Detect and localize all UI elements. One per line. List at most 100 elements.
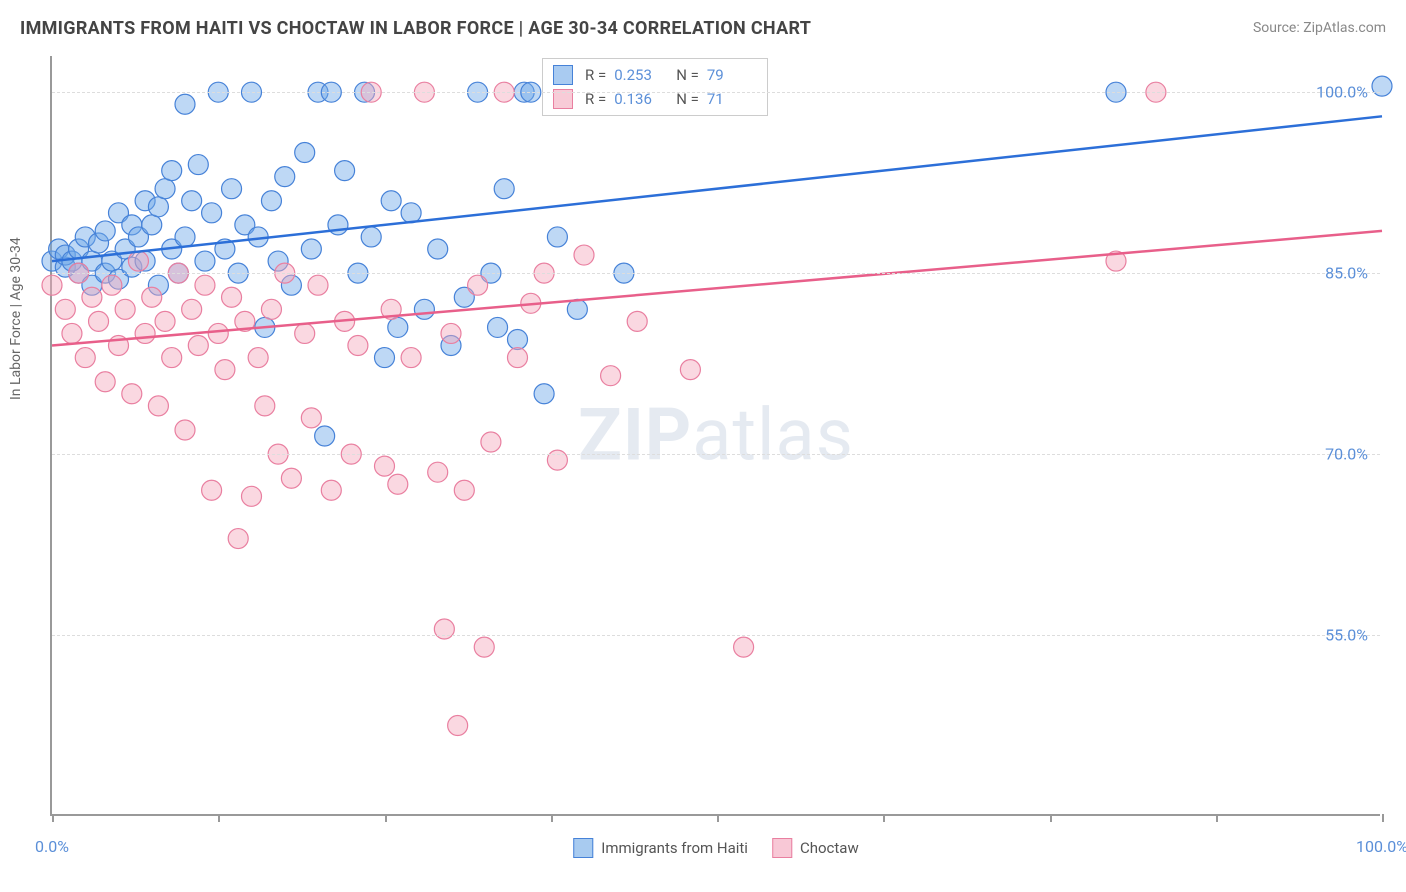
x-tick [551,814,553,822]
gridline-h [52,635,1380,636]
scatter-point [508,348,528,368]
scatter-point [275,167,295,187]
x-tick-label: 100.0% [1356,837,1406,856]
scatter-point [627,311,647,331]
scatter-point [454,480,474,500]
scatter-point [75,348,95,368]
x-tick [385,814,387,822]
x-tick [717,814,719,822]
scatter-point [182,191,202,211]
scatter-point [195,275,215,295]
r-value: 0.253 [614,66,664,84]
scatter-point [62,323,82,343]
scatter-point [222,179,242,199]
scatter-point [534,384,554,404]
scatter-point [488,317,508,337]
scatter-point [42,275,62,295]
scatter-point [102,275,122,295]
scatter-point [55,299,75,319]
scatter-point [242,486,262,506]
plot-area: ZIPatlas R =0.253N =79R =0.136N =71 Immi… [50,56,1380,816]
legend-stat-row: R =0.136N =71 [553,87,757,111]
source-attribution: Source: ZipAtlas.com [1253,20,1386,36]
x-tick [1050,814,1052,822]
legend-series-item: Immigrants from Haiti [573,838,748,858]
scatter-point [175,94,195,114]
scatter-point [162,348,182,368]
scatter-point [128,251,148,271]
scatter-point [414,299,434,319]
legend-swatch [772,838,792,858]
scatter-point [202,480,222,500]
scatter-point [175,227,195,247]
n-value: 79 [707,66,757,84]
legend-swatch [573,838,593,858]
scatter-point [208,323,228,343]
scatter-point [315,426,335,446]
scatter-point [195,251,215,271]
scatter-point [148,197,168,217]
scatter-point [228,529,248,549]
scatter-point [481,432,501,452]
scatter-point [680,360,700,380]
gridline-h [52,454,1380,455]
scatter-point [89,311,109,331]
scatter-point [308,275,328,295]
scatter-point [301,408,321,428]
scatter-point [142,215,162,235]
scatter-point [142,287,162,307]
scatter-point [348,336,368,356]
scatter-point [441,323,461,343]
scatter-point [335,161,355,181]
scatter-point [95,372,115,392]
scatter-point [401,203,421,223]
scatter-point [295,143,315,163]
scatter-point [508,329,528,349]
scatter-point [188,336,208,356]
scatter-point [574,245,594,265]
scatter-point [261,299,281,319]
scatter-point [135,323,155,343]
scatter-point [261,191,281,211]
trend-line [52,116,1382,261]
series-legend: Immigrants from Haiti Choctaw [573,838,859,858]
chart-svg [52,56,1380,814]
scatter-point [281,468,301,488]
scatter-point [375,456,395,476]
legend-swatch [553,65,573,85]
n-label: N = [676,66,699,84]
scatter-point [448,716,468,736]
y-axis-label: In Labor Force | Age 30-34 [8,237,24,400]
scatter-point [547,227,567,247]
scatter-point [115,299,135,319]
x-tick-label: 0.0% [35,837,69,856]
scatter-point [82,287,102,307]
r-label: R = [585,66,606,84]
scatter-point [255,396,275,416]
scatter-point [148,396,168,416]
gridline-h [52,273,1380,274]
scatter-point [428,462,448,482]
scatter-point [468,275,488,295]
legend-series-label: Immigrants from Haiti [601,839,748,857]
x-tick [218,814,220,822]
scatter-point [182,299,202,319]
scatter-point [122,384,142,404]
scatter-point [222,287,242,307]
chart-title: IMMIGRANTS FROM HAITI VS CHOCTAW IN LABO… [20,18,811,39]
scatter-point [301,239,321,259]
x-tick [1382,814,1384,822]
legend-series-label: Choctaw [800,839,859,857]
scatter-point [375,348,395,368]
scatter-point [388,474,408,494]
x-tick [1216,814,1218,822]
scatter-point [321,480,341,500]
x-tick [52,814,54,822]
y-tick-label: 85.0% [1325,264,1368,283]
trend-line [52,231,1382,346]
gridline-h [52,92,1380,93]
scatter-point [494,179,514,199]
scatter-point [401,348,421,368]
scatter-point [361,227,381,247]
legend-series-item: Choctaw [772,838,859,858]
